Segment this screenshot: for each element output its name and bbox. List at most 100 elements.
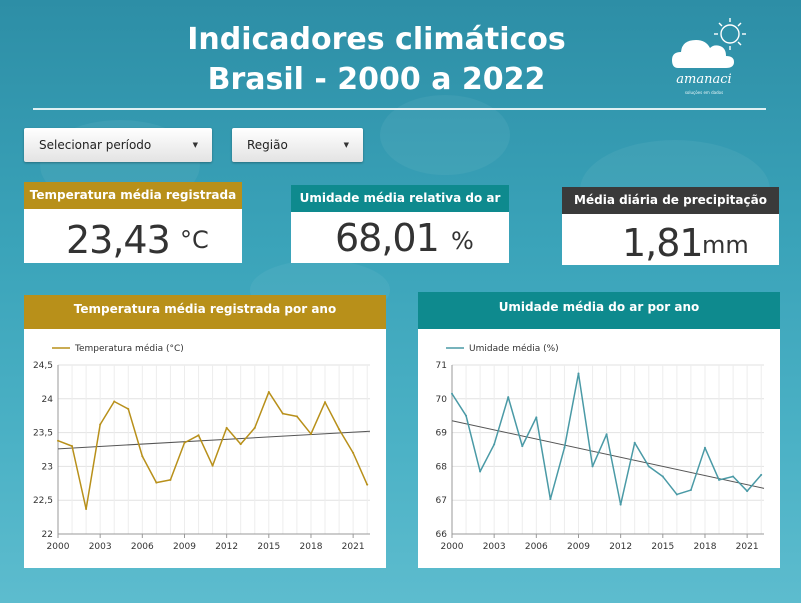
period-dropdown[interactable]: Selecionar período ▼ [24, 128, 212, 162]
humidity-data-point [718, 478, 721, 481]
humidity-data-point [507, 396, 510, 399]
temperature-data-point [366, 483, 369, 486]
temperature-x-tick-label: 2006 [131, 542, 154, 552]
humidity-data-point [619, 503, 622, 506]
chevron-down-icon: ▼ [192, 141, 198, 149]
temperature-x-tick-label: 2015 [257, 542, 280, 552]
humidity-data-point [465, 414, 468, 417]
humidity-data-point [493, 443, 496, 446]
temperature-data-point [71, 445, 74, 448]
temperature-chart-panel: Temperatura média registrada por ano Tem… [24, 295, 386, 568]
temperature-data-point [295, 415, 298, 418]
humidity-legend-label: Umidade média (%) [469, 343, 559, 354]
temperature-y-tick-label: 23 [42, 462, 53, 472]
kpi-humidity-unit: % [451, 227, 474, 255]
humidity-data-point [760, 473, 763, 476]
temperature-data-point [225, 426, 228, 429]
humidity-chart-title: Umidade média do ar por ano [418, 292, 780, 329]
temperature-x-tick-label: 2021 [342, 542, 365, 552]
region-dropdown[interactable]: Região ▼ [232, 128, 363, 162]
humidity-x-tick-label: 2003 [483, 542, 506, 552]
temperature-data-point [155, 481, 158, 484]
temperature-data-point [211, 464, 214, 467]
humidity-x-tick-label: 2006 [525, 542, 548, 552]
kpi-temperature-unit: °C [180, 226, 209, 254]
temperature-data-point [169, 478, 172, 481]
humidity-data-point [661, 475, 664, 478]
temperature-data-point [183, 441, 186, 444]
temperature-legend-label: Temperatura média (°C) [74, 343, 184, 354]
kpi-humidity-label: Umidade média relativa do ar [291, 185, 509, 212]
temperature-y-tick-label: 24 [42, 395, 54, 405]
humidity-data-point [703, 446, 706, 449]
temperature-x-tick-label: 2009 [173, 542, 196, 552]
humidity-y-tick-label: 70 [436, 395, 448, 405]
humidity-data-point [689, 489, 692, 492]
humidity-line-chart: Umidade média (%) 66 67 68 69 70 71 2000 2003 200… [436, 343, 765, 552]
temperature-data-point [57, 439, 59, 442]
temperature-data-point [141, 455, 144, 458]
humidity-y-tick-label: 66 [436, 530, 448, 540]
title-divider [33, 108, 766, 110]
humidity-data-point [591, 465, 594, 468]
temperature-data-point [281, 412, 284, 415]
chevron-down-icon: ▼ [343, 141, 349, 149]
humidity-trendline [451, 420, 765, 489]
period-dropdown-label: Selecionar período [39, 138, 152, 152]
humidity-y-tick-label: 67 [436, 496, 447, 506]
humidity-x-tick-label: 2012 [609, 542, 632, 552]
humidity-data-point [633, 441, 636, 444]
humidity-x-tick-label: 2018 [694, 542, 717, 552]
temperature-y-tick-label: 22,5 [33, 496, 53, 506]
temperature-data-point [127, 407, 130, 410]
temperature-data-point [324, 401, 327, 404]
temperature-y-tick-label: 24,5 [33, 361, 53, 371]
kpi-temperature-label: Temperatura média registrada [24, 182, 242, 209]
temperature-data-point [239, 443, 242, 446]
humidity-data-point [732, 475, 735, 478]
temperature-y-tick-label: 22 [42, 530, 53, 540]
humidity-data-point [647, 465, 650, 468]
humidity-data-point [521, 445, 524, 448]
humidity-data-point [479, 470, 482, 473]
kpi-precipitation-value: 1,81 [622, 221, 704, 265]
humidity-y-tick-label: 68 [436, 462, 448, 472]
kpi-precipitation-unit: mm [702, 231, 749, 259]
title-line-2: Brasil - 2000 a 2022 [207, 62, 546, 97]
temperature-x-tick-label: 2012 [215, 542, 238, 552]
temperature-data-point [267, 391, 270, 394]
temperature-data-point [85, 507, 88, 510]
humidity-x-tick-label: 2021 [736, 542, 759, 552]
humidity-data-point [675, 493, 678, 496]
humidity-data-point [535, 416, 538, 419]
temperature-data-point [338, 428, 341, 431]
temperature-x-tick-label: 2018 [300, 542, 323, 552]
temperature-x-tick-label: 2003 [89, 542, 112, 552]
kpi-temperature-value: 23,43 [66, 218, 171, 262]
humidity-data-point [605, 433, 608, 436]
humidity-data-point [746, 490, 749, 493]
temperature-trendline [57, 430, 371, 450]
kpi-precipitation-card: Média diária de precipitação 1,81 mm [562, 187, 779, 265]
background-cloud [380, 95, 510, 175]
title-line-1: Indicadores climáticos [187, 22, 566, 57]
humidity-y-tick-label: 71 [436, 361, 447, 371]
humidity-x-tick-label: 2009 [567, 542, 590, 552]
temperature-x-tick-label: 2000 [47, 542, 70, 552]
logo-tagline: soluções em dados [684, 90, 724, 95]
temperature-data-point [352, 451, 355, 454]
humidity-data-point [549, 498, 552, 501]
humidity-data-point [563, 446, 566, 449]
kpi-temperature-card: Temperatura média registrada 23,43 °C [24, 182, 242, 263]
temperature-chart-title: Temperatura média registrada por ano [24, 295, 386, 329]
humidity-data-point [577, 372, 580, 375]
temperature-y-tick-label: 23,5 [33, 429, 53, 439]
temperature-line-chart: Temperatura média (°C) 22 22,5 23 23,5 24 24,5… [33, 343, 371, 552]
region-dropdown-label: Região [247, 138, 288, 152]
humidity-y-tick-label: 69 [436, 429, 448, 439]
kpi-precipitation-label: Média diária de precipitação [562, 187, 779, 214]
temperature-data-point [99, 423, 102, 426]
page-title: Indicadores climáticos Brasil - 2000 a 2… [0, 20, 753, 100]
humidity-x-tick-label: 2015 [651, 542, 674, 552]
temperature-data-point [309, 432, 312, 435]
